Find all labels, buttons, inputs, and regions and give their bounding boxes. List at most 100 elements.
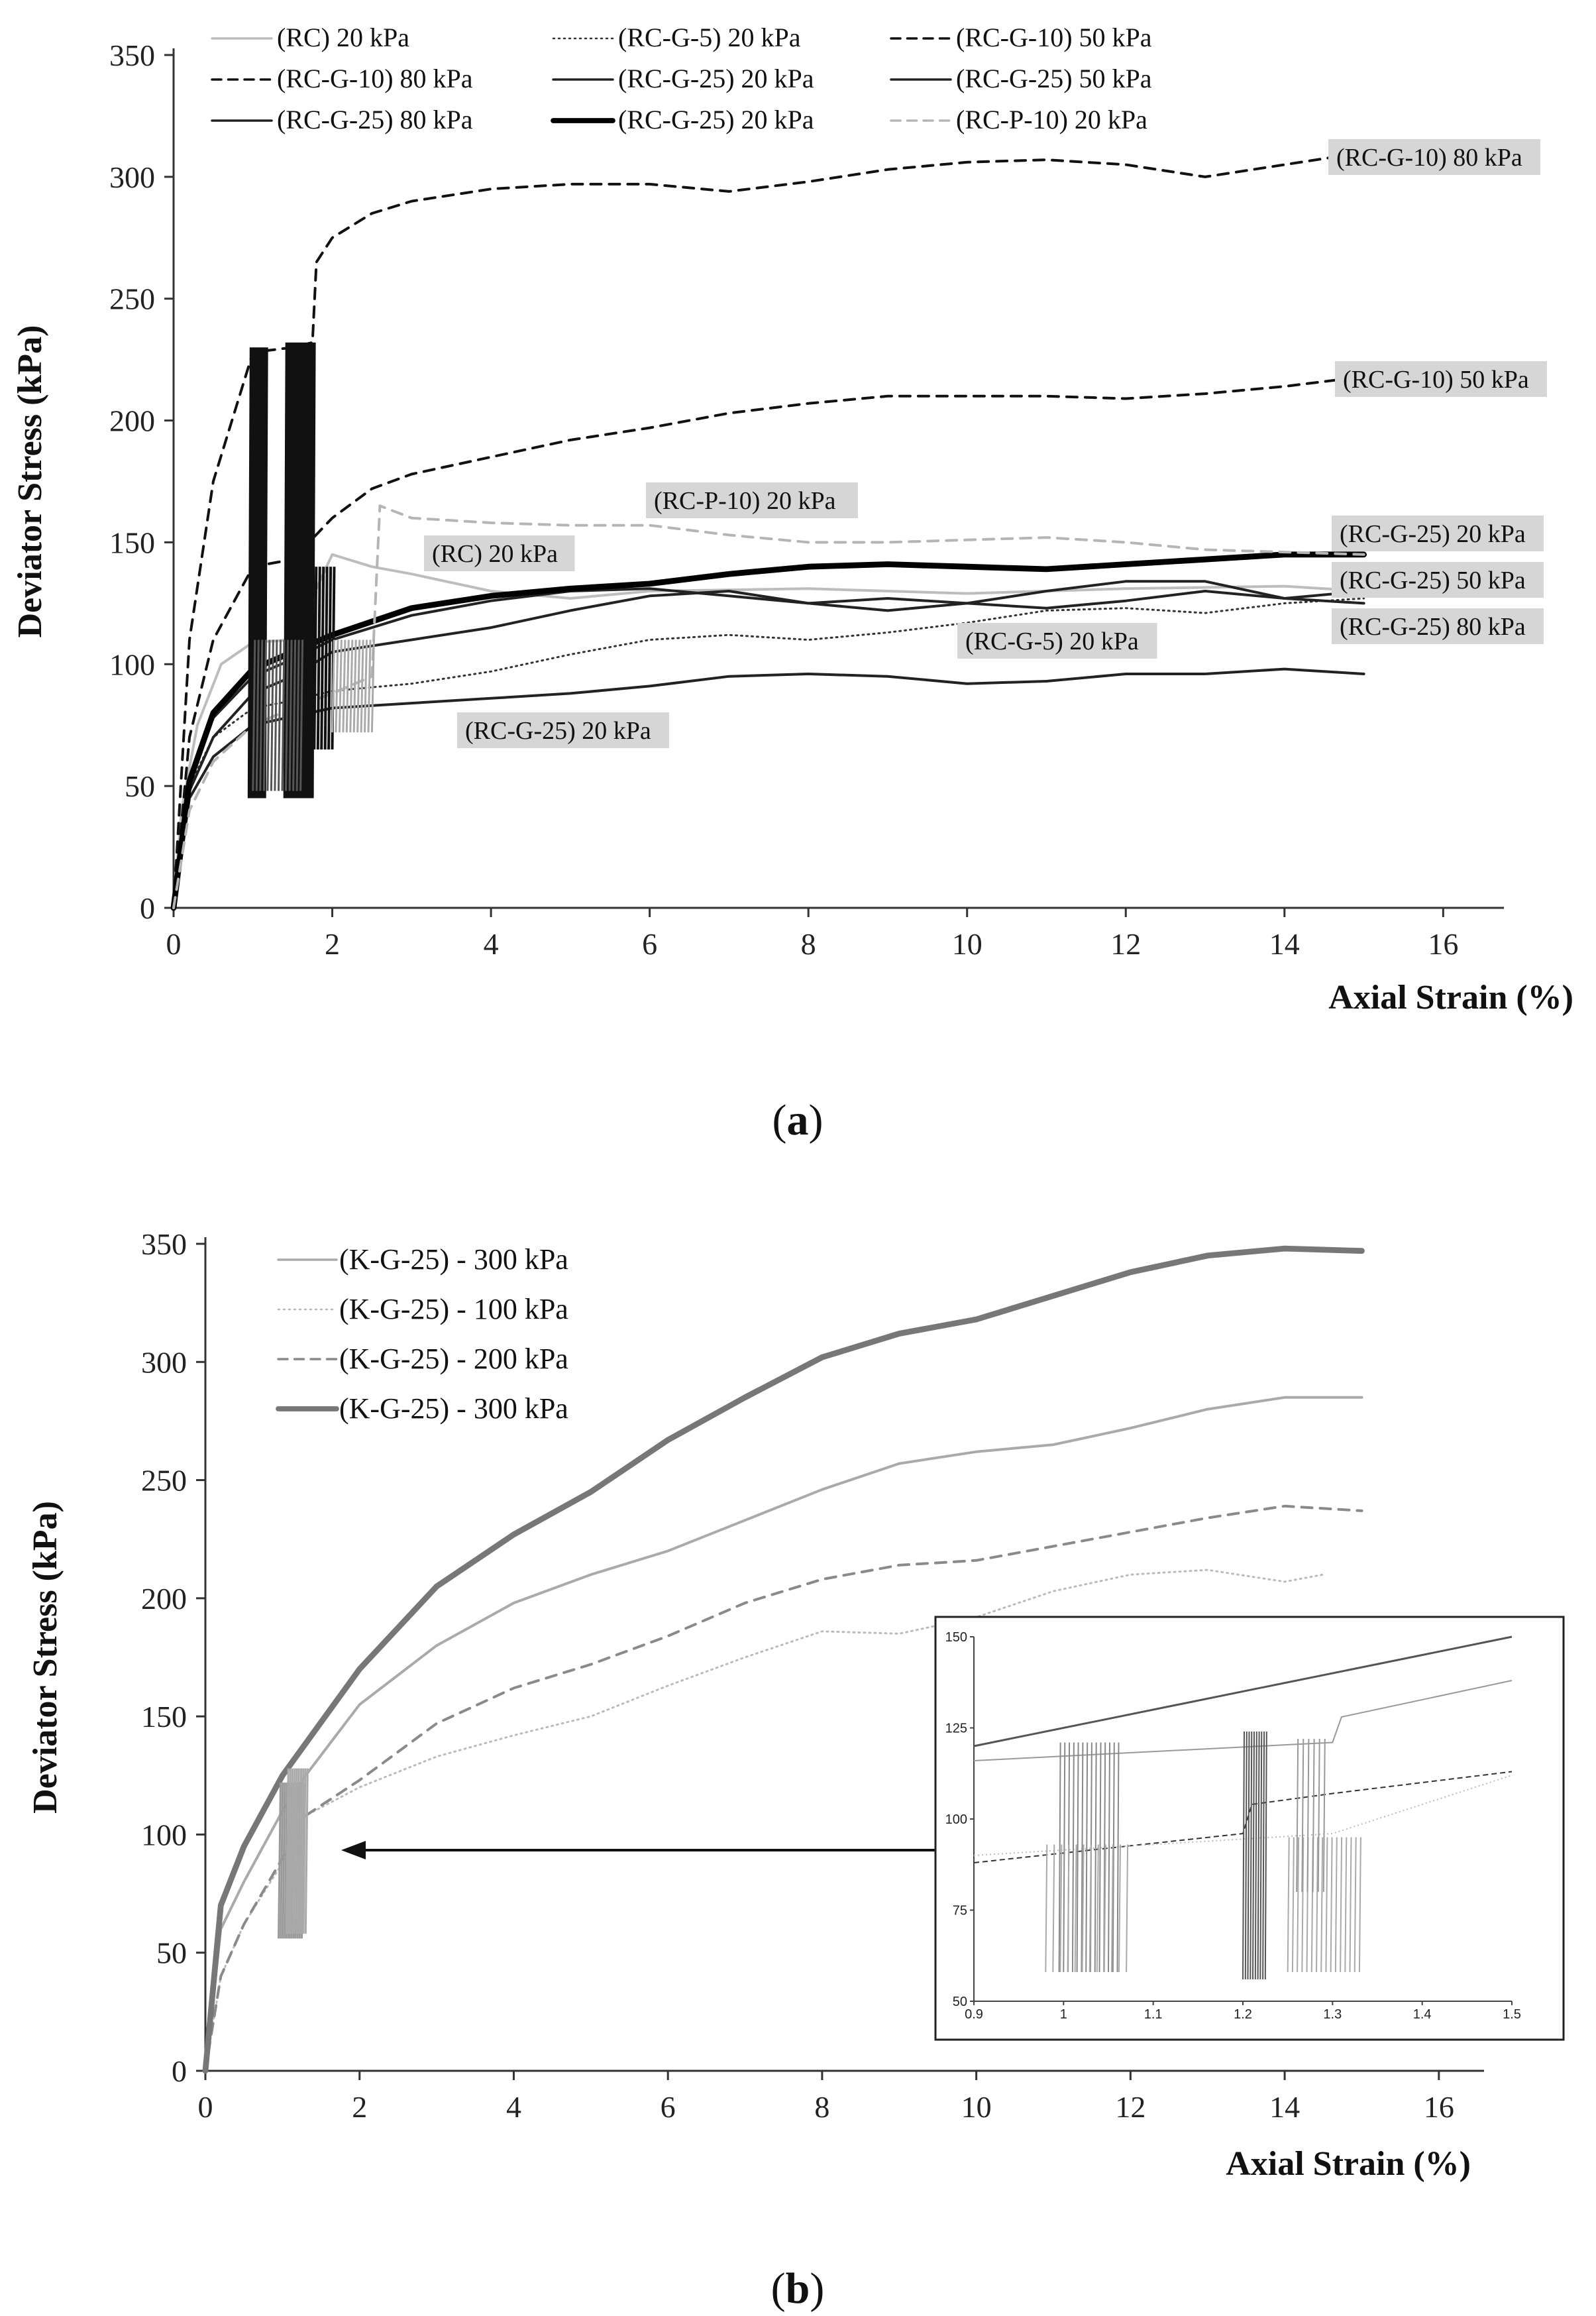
annotation: (RC-G-25) 50 kPa xyxy=(1332,562,1544,598)
inset-y-tick-label: 50 xyxy=(953,1995,967,2009)
annotation-box xyxy=(957,623,1157,659)
legend-b: (K-G-25) - 300 kPa (K-G-25) - 100 kPa (K-G… xyxy=(276,1243,568,1425)
legend-a: (RC) 20 kPa (RC-G-5) 20 kPa (RC-G-10) 50 k… xyxy=(211,23,1152,135)
inset-oscillation xyxy=(1242,1731,1267,1980)
x-tick-label: 4 xyxy=(484,927,499,961)
x-tick-label: 0 xyxy=(198,2090,213,2124)
annotation: (RC) 20 kPa xyxy=(424,535,575,571)
annotation: (RC-G-25) 20 kPa xyxy=(1332,516,1544,551)
annotation: (RC-P-10) 20 kPa xyxy=(646,482,858,518)
inset-trace-1 xyxy=(973,1635,1513,1747)
annotation-box xyxy=(1332,608,1544,644)
x-tick-label: 6 xyxy=(642,927,657,961)
legend-item: (RC-P-10) 20 kPa xyxy=(890,105,1147,135)
legend-label: (RC-G-25) 50 kPa xyxy=(956,64,1152,93)
legend-label: (RC) 20 kPa xyxy=(277,23,409,52)
y-tick-label: 0 xyxy=(172,2054,187,2088)
inset-trace-3 xyxy=(973,1771,1513,1863)
x-tick-label: 10 xyxy=(961,2090,992,2124)
x-axis-label: Axial Strain (%) xyxy=(1328,979,1573,1017)
inset-y-tick-label: 125 xyxy=(945,1722,967,1736)
x-tick-label: 8 xyxy=(814,2090,829,2124)
annotation-box xyxy=(457,712,669,748)
series-line-2 xyxy=(172,597,1365,909)
series-line-4 xyxy=(172,151,1365,909)
oscillation-segment xyxy=(331,639,375,733)
x-tick-label: 2 xyxy=(352,2090,367,2124)
legend-item: (RC) 20 kPa xyxy=(211,23,409,52)
annotation-text: (RC-G-10) 50 kPa xyxy=(1343,366,1529,394)
legend-label: (RC-G-25) 80 kPa xyxy=(277,105,473,135)
legend-item: (RC-G-5) 20 kPa xyxy=(552,23,801,52)
legend-item: (RC-G-25) 50 kPa xyxy=(890,64,1152,93)
legend-item: (K-G-25) - 100 kPa xyxy=(277,1293,568,1325)
legend-item: (K-G-25) - 300 kPa xyxy=(276,1392,568,1425)
inset-y-tick-label: 150 xyxy=(945,1630,967,1645)
inset-trace-2 xyxy=(973,1680,1513,1761)
legend-label: (RC-G-10) 80 kPa xyxy=(277,64,473,93)
inset-x-tick-label: 1.5 xyxy=(1503,2007,1521,2022)
panel-b: 0 2 4 6 8 10 12 14 16050100150200250300350Axial … xyxy=(27,1227,1565,2313)
x-tick-label: 14 xyxy=(1269,2090,1300,2124)
series-line-5 xyxy=(172,667,1365,909)
legend-item: (K-G-25) - 200 kPa xyxy=(277,1343,568,1375)
annotation-box xyxy=(1332,516,1544,551)
inset-x-tick-label: 1.2 xyxy=(1234,2007,1252,2022)
inset-x-tick-label: 1.4 xyxy=(1413,2007,1432,2022)
annotation-box xyxy=(1335,361,1547,397)
x-tick-label: 6 xyxy=(661,2090,676,2124)
legend-label: (K-G-25) - 300 kPa xyxy=(339,1392,568,1425)
legend-label: (RC-P-10) 20 kPa xyxy=(956,105,1147,135)
annotation-text: (RC-G-10) 80 kPa xyxy=(1336,144,1522,172)
annotation-text: (RC-P-10) 20 kPa xyxy=(654,487,836,515)
y-tick-label: 300 xyxy=(109,160,155,194)
x-tick-label: 10 xyxy=(952,927,983,961)
annotation: (RC-G-10) 50 kPa xyxy=(1335,361,1547,397)
panel-caption: (b) xyxy=(771,2264,825,2313)
inset-y-tick-label: 75 xyxy=(953,1904,967,1918)
panel-a: 0 2 4 6 8 10 12 14 16 0 50 100 150 200 250 300 350 Axial … xyxy=(11,23,1573,1144)
annotation: (RC-G-25) 80 kPa xyxy=(1332,608,1544,644)
x-tick-label: 12 xyxy=(1115,2090,1145,2124)
y-tick-label: 150 xyxy=(141,1700,187,1734)
y-tick-label: 100 xyxy=(141,1818,187,1851)
annotation: (RC-G-25) 20 kPa xyxy=(457,712,669,748)
inset-x-tick-label: 1.1 xyxy=(1144,2007,1163,2022)
legend-item: (RC-G-25) 80 kPa xyxy=(211,105,473,135)
inset-x-tick-label: 1 xyxy=(1060,2007,1067,2022)
legend-label: (RC-G-10) 50 kPa xyxy=(956,23,1152,52)
y-tick-label: 300 xyxy=(141,1345,187,1379)
x-tick-label: 2 xyxy=(325,927,340,961)
annotation-text: (RC-G-25) 20 kPa xyxy=(465,717,651,745)
annotation-text: (RC-G-25) 80 kPa xyxy=(1340,613,1526,641)
inset-y-tick-label: 100 xyxy=(945,1812,967,1827)
cyclic-loading-marks xyxy=(278,1768,309,1939)
legend-item: (RC-G-25) 20 kPa xyxy=(551,105,814,135)
annotation-text: (RC-G-25) 20 kPa xyxy=(1340,520,1526,548)
annotation-box xyxy=(646,482,858,518)
caption-letter: b xyxy=(786,2264,810,2313)
inset-x-tick-label: 1.3 xyxy=(1323,2007,1342,2022)
annotations-a: (RC-G-10) 80 kPa (RC-G-10) 50 kPa (RC-P-10… xyxy=(424,139,1547,748)
cyclic-loading-marks xyxy=(247,342,375,799)
legend-label: (K-G-25) - 300 kPa xyxy=(339,1243,568,1276)
y-tick-label: 200 xyxy=(109,404,155,438)
caption-letter: a xyxy=(787,1096,809,1144)
oscillation-segment xyxy=(285,1768,309,1934)
inset-oscillation xyxy=(1045,1844,1129,1973)
legend-label: (K-G-25) - 200 kPa xyxy=(339,1343,568,1375)
y-axis-label: Deviator Stress (kPa) xyxy=(11,325,49,638)
y-tick-label: 200 xyxy=(141,1582,187,1616)
inset-trace-4 xyxy=(973,1775,1513,1856)
x-tick-label: 16 xyxy=(1424,2090,1454,2124)
series-line-2 xyxy=(204,1569,1324,2072)
oscillation-segment xyxy=(247,347,268,799)
annotation-box xyxy=(424,535,575,571)
oscillation-segment xyxy=(291,567,336,750)
legend-label: (RC-G-25) 20 kPa xyxy=(618,64,814,93)
y-tick-label: 350 xyxy=(109,38,155,72)
y-tick-label: 250 xyxy=(109,282,155,316)
y-tick-label: 50 xyxy=(125,769,155,803)
x-axis-label: Axial Strain (%) xyxy=(1226,2145,1471,2183)
